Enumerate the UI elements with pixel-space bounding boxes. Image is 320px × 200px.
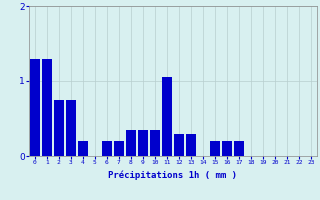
X-axis label: Précipitations 1h ( mm ): Précipitations 1h ( mm ) [108, 171, 237, 180]
Bar [126, 130, 136, 156]
Bar [210, 141, 220, 156]
Bar [234, 141, 244, 156]
Bar [174, 134, 184, 156]
Bar [78, 141, 88, 156]
Bar [54, 100, 64, 156]
Bar [102, 141, 112, 156]
Bar [66, 100, 76, 156]
Bar [138, 130, 148, 156]
Bar [30, 58, 40, 156]
Bar [150, 130, 160, 156]
Bar [162, 77, 172, 156]
Bar [114, 141, 124, 156]
Bar [222, 141, 232, 156]
Bar [42, 58, 52, 156]
Bar [186, 134, 196, 156]
